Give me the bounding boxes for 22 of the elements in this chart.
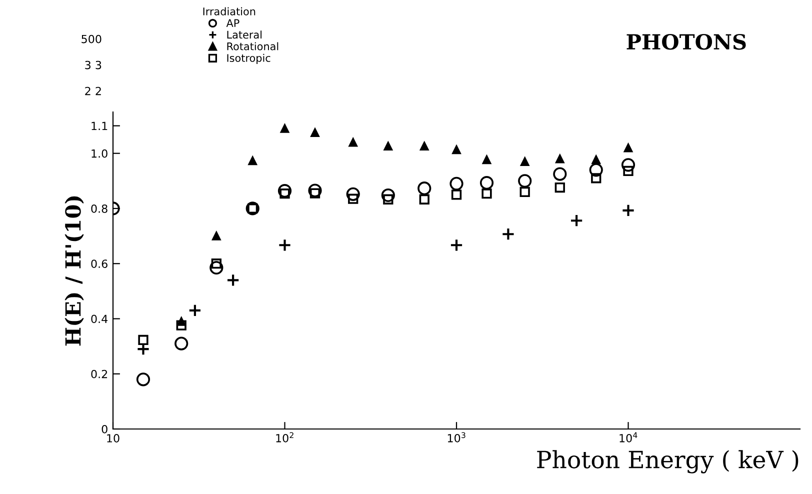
legend-label: Isotropic xyxy=(227,54,270,64)
text: 3 3 xyxy=(85,60,102,70)
text: 2 2 xyxy=(85,86,101,96)
x-tick-label: 10$^{2}$ xyxy=(276,432,294,442)
y-tick-label: 1.0 xyxy=(92,149,108,158)
text: 500 xyxy=(82,34,102,44)
chart-title: PHOTONS xyxy=(626,34,746,50)
x-axis-title: Photon Energy ( keV ) xyxy=(537,450,798,474)
y-tick-label: 0.4 xyxy=(91,314,108,324)
y-tick-label: 0 xyxy=(102,424,108,434)
x-tick-label: 10$^{4}$ xyxy=(620,432,638,442)
legend-title: Irradiation xyxy=(203,7,256,16)
y-tick-label: 0.6 xyxy=(91,260,108,268)
legend-label: Rotational xyxy=(227,42,278,50)
y-axis-title: H(E) / H'(10) xyxy=(64,196,84,346)
legend-label: AP xyxy=(226,19,240,27)
x-tick-label: 10 xyxy=(107,434,120,442)
y-tick-label: 1.1 xyxy=(92,122,108,130)
y-tick-label: 0.8 xyxy=(91,204,108,213)
y-tick-label: 0.2 xyxy=(91,370,108,378)
x-tick-label: 10$^{3}$ xyxy=(448,432,466,442)
legend-label: Lateral xyxy=(227,30,262,39)
